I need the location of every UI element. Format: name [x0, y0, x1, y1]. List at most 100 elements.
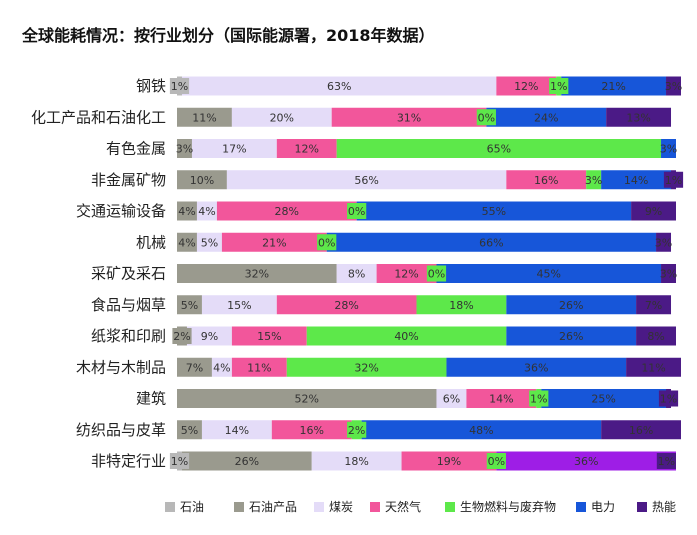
segment-label: 3%: [655, 236, 672, 249]
bar-segment: [201, 295, 277, 315]
bar-segment: [177, 107, 232, 127]
legend-swatch: [445, 502, 455, 512]
bars-layer: 钢铁 1% 63% 12% 1% 21% 3% 化工产品和石油化工 11% 20% 31% 0% 24%…: [31, 76, 684, 471]
category-label: 非特定行业: [91, 452, 166, 470]
bar-segment: [436, 389, 467, 408]
bar-segment: [177, 139, 192, 158]
bar-row: 交通运输设备 4% 4% 28% 0% 55% 9%: [76, 201, 676, 221]
bar-segment: [636, 295, 672, 315]
bar-row: 化工产品和石油化工 11% 20% 31% 0% 24% 13%: [31, 107, 672, 127]
bar-segment: [177, 201, 197, 221]
segment-label: 0%: [318, 236, 335, 249]
bar-row: 建筑 52% 6% 14% 1% 25% 1%: [136, 389, 679, 408]
segment-label: 1%: [660, 393, 677, 406]
bar-segment: [177, 264, 337, 283]
segment-label: 5%: [201, 236, 218, 249]
segment-label: 4%: [178, 236, 195, 249]
legend-swatch: [165, 502, 175, 512]
bar-segment: [606, 107, 672, 127]
legend-item: 石油: [165, 500, 204, 514]
bar-segment: [496, 451, 676, 471]
segment-label-bg: [169, 453, 190, 469]
bar-segment: [416, 295, 507, 315]
segment-label: 63%: [327, 80, 351, 93]
segment-label: 0%: [478, 111, 495, 124]
segment-label: 0%: [488, 455, 505, 468]
segment-label: 0%: [428, 268, 445, 281]
segment-label-bg: [169, 78, 190, 94]
bar-segment: [336, 264, 377, 283]
segment-label: 17%: [222, 143, 246, 156]
segment-label: 6%: [443, 393, 460, 406]
bar-segment: [446, 357, 627, 377]
segment-label: 45%: [537, 268, 561, 281]
segment-label: 21%: [262, 236, 286, 249]
segment-label-bg: [549, 78, 569, 94]
segment-label: 25%: [591, 393, 615, 406]
segment-label: 24%: [534, 111, 558, 124]
bar-segment: [636, 326, 676, 346]
bar-segment: [331, 107, 487, 127]
segment-label: 7%: [186, 361, 203, 374]
bar-segment: [506, 170, 587, 190]
bar-row: 有色金属 3% 17% 12% 65% 3%: [106, 139, 677, 158]
segment-label-bg: [486, 453, 506, 469]
bar-segment: [226, 170, 507, 190]
segment-label: 5%: [181, 299, 198, 312]
bar-row: 木材与木制品 7% 4% 11% 32% 36% 11%: [76, 357, 681, 377]
bar-segment: [177, 170, 227, 190]
bar-segment: [506, 295, 637, 315]
legend-label: 石油: [180, 500, 204, 514]
bar-segment: [496, 76, 557, 96]
segment-label: 26%: [235, 455, 259, 468]
category-label: 交通运输设备: [76, 202, 166, 220]
segment-label: 7%: [645, 299, 662, 312]
bar-segment: [466, 389, 537, 408]
segment-label: 4%: [213, 361, 230, 374]
legend-item: 石油产品: [234, 500, 297, 514]
bar-segment: [191, 139, 277, 158]
category-label: 纺织品与皮革: [76, 421, 166, 439]
segment-label: 28%: [275, 205, 299, 218]
bar-row: 钢铁 1% 63% 12% 1% 21% 3%: [136, 76, 682, 96]
bar-segment: [186, 326, 232, 346]
bar-segment: [201, 420, 272, 440]
segment-label: 3%: [660, 143, 677, 156]
segment-label: 3%: [660, 268, 677, 281]
bar-segment: [177, 295, 202, 315]
segment-label: 19%: [437, 455, 461, 468]
segment-label: 28%: [334, 299, 358, 312]
segment-label: 26%: [559, 299, 583, 312]
segment-label: 3%: [665, 80, 682, 93]
category-label: 木材与木制品: [76, 358, 166, 376]
bar-segment: [486, 107, 607, 127]
segment-label: 1%: [530, 393, 547, 406]
bar-row: 机械 4% 5% 21% 0% 66% 3%: [136, 232, 672, 252]
bar-segment: [231, 326, 307, 346]
segment-label: 36%: [574, 455, 598, 468]
legend-label: 石油产品: [249, 500, 297, 514]
bar-segment: [271, 420, 352, 440]
segment-label: 12%: [295, 143, 319, 156]
category-label: 机械: [136, 233, 166, 251]
bar-segment: [401, 451, 497, 471]
legend-label: 生物燃料与废弃物: [460, 499, 556, 514]
segment-label: 21%: [601, 80, 625, 93]
segment-label-bg: [172, 328, 192, 344]
segment-label: 0%: [348, 205, 365, 218]
bar-segment: [177, 232, 197, 252]
segment-label: 48%: [469, 424, 493, 437]
segment-label-bg: [658, 390, 679, 407]
legend-label: 煤炭: [329, 500, 353, 514]
segment-label: 1%: [171, 80, 188, 93]
segment-label: 56%: [354, 174, 378, 187]
category-label: 食品与烟草: [91, 296, 166, 314]
legend-swatch: [370, 502, 380, 512]
segment-label: 31%: [397, 111, 421, 124]
category-label: 非金属矿物: [91, 171, 166, 189]
legend-item: 热能: [637, 500, 676, 514]
bar-segment: [211, 357, 232, 377]
category-label: 有色金属: [106, 140, 166, 158]
legend-swatch: [314, 502, 324, 512]
segment-label-bg: [656, 453, 676, 469]
